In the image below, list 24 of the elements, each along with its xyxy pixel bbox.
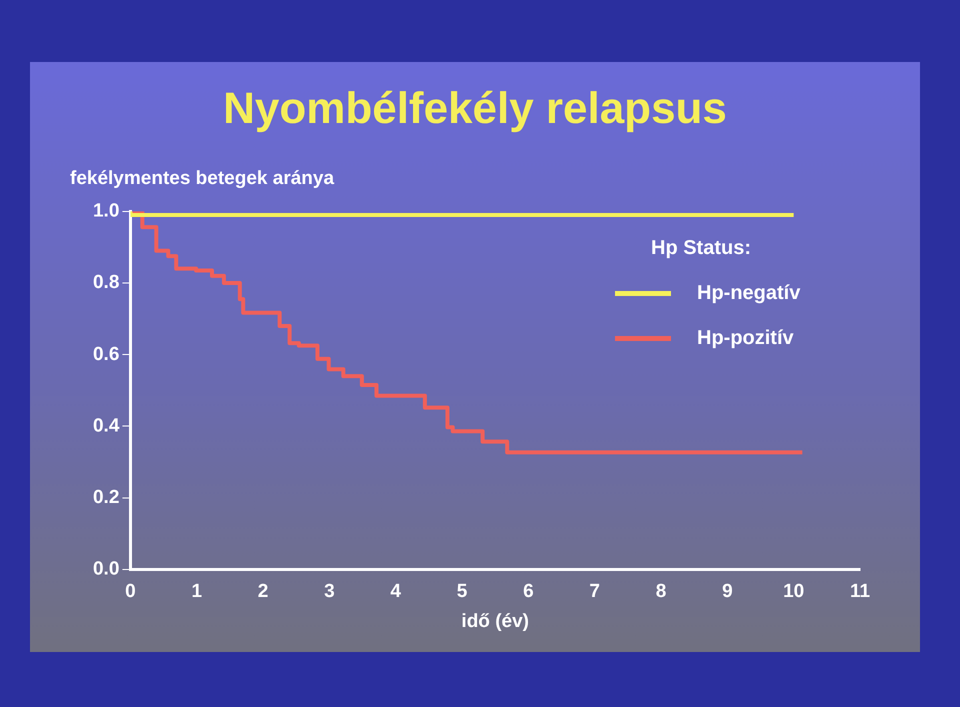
legend-label: Hp-pozitív xyxy=(697,327,794,350)
x-axis-title: idő (év) xyxy=(461,610,529,632)
y-tick-label: 0.0 xyxy=(92,558,120,580)
x-tick-label: 3 xyxy=(324,581,335,602)
y-axis-title: fekélymentes betegek aránya xyxy=(70,168,334,190)
x-tick-label: 8 xyxy=(656,581,666,602)
legend-label: Hp-negatív xyxy=(697,282,800,305)
chart-title: Nyombélfekély relapsus xyxy=(222,84,728,134)
x-tick-label: 6 xyxy=(523,581,534,602)
x-tick-label: 1 xyxy=(191,581,202,602)
x-tick-label: 7 xyxy=(589,581,600,602)
x-tick-label: 5 xyxy=(456,581,468,602)
x-tick-label: 11 xyxy=(850,581,870,602)
y-tick-label: 0.2 xyxy=(92,487,120,508)
y-tick-label: 1.0 xyxy=(92,200,120,222)
y-tick-label: 0.6 xyxy=(92,344,120,365)
x-tick-label: 10 xyxy=(783,581,804,602)
x-tick-label: 0 xyxy=(125,581,136,602)
legend-title: Hp Status: xyxy=(651,237,752,260)
y-tick-label: 0.4 xyxy=(92,415,120,436)
x-tick-label: 2 xyxy=(258,581,268,602)
x-tick-label: 9 xyxy=(722,581,733,602)
x-tick-label: 4 xyxy=(390,581,402,602)
y-tick-label: 0.8 xyxy=(92,272,120,294)
